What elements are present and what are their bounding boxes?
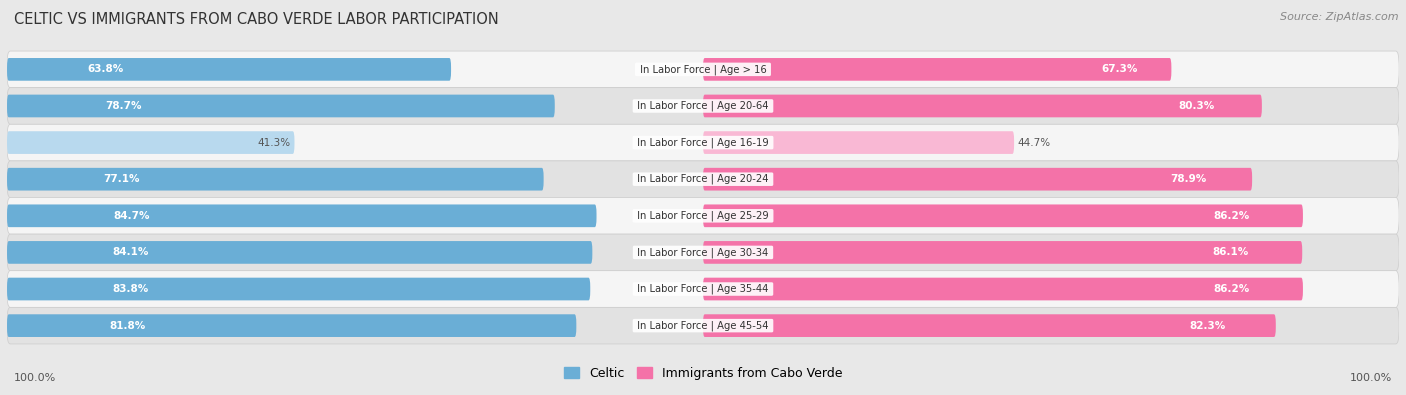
FancyBboxPatch shape [703, 131, 1014, 154]
Text: 100.0%: 100.0% [1350, 373, 1392, 383]
FancyBboxPatch shape [7, 271, 1399, 307]
Text: 44.7%: 44.7% [1018, 137, 1050, 148]
FancyBboxPatch shape [7, 205, 596, 227]
FancyBboxPatch shape [7, 88, 1399, 124]
Text: 78.7%: 78.7% [105, 101, 142, 111]
FancyBboxPatch shape [7, 124, 1399, 161]
Text: 77.1%: 77.1% [104, 174, 141, 184]
Text: In Labor Force | Age 25-29: In Labor Force | Age 25-29 [634, 211, 772, 221]
Text: In Labor Force | Age 20-24: In Labor Force | Age 20-24 [634, 174, 772, 184]
FancyBboxPatch shape [7, 241, 592, 264]
Text: 78.9%: 78.9% [1170, 174, 1206, 184]
Legend: Celtic, Immigrants from Cabo Verde: Celtic, Immigrants from Cabo Verde [558, 362, 848, 385]
Text: CELTIC VS IMMIGRANTS FROM CABO VERDE LABOR PARTICIPATION: CELTIC VS IMMIGRANTS FROM CABO VERDE LAB… [14, 12, 499, 27]
Text: 82.3%: 82.3% [1189, 321, 1226, 331]
FancyBboxPatch shape [703, 278, 1303, 300]
FancyBboxPatch shape [7, 234, 1399, 271]
FancyBboxPatch shape [7, 168, 544, 190]
Text: In Labor Force | Age 16-19: In Labor Force | Age 16-19 [634, 137, 772, 148]
FancyBboxPatch shape [703, 168, 1253, 190]
Text: 86.2%: 86.2% [1213, 284, 1249, 294]
FancyBboxPatch shape [7, 161, 1399, 198]
Text: 80.3%: 80.3% [1178, 101, 1215, 111]
Text: In Labor Force | Age 45-54: In Labor Force | Age 45-54 [634, 320, 772, 331]
FancyBboxPatch shape [7, 51, 1399, 88]
Text: In Labor Force | Age 20-64: In Labor Force | Age 20-64 [634, 101, 772, 111]
Text: 86.1%: 86.1% [1212, 247, 1249, 258]
Text: 84.1%: 84.1% [112, 247, 149, 258]
Text: Source: ZipAtlas.com: Source: ZipAtlas.com [1281, 12, 1399, 22]
FancyBboxPatch shape [703, 205, 1303, 227]
FancyBboxPatch shape [703, 241, 1302, 264]
FancyBboxPatch shape [7, 314, 576, 337]
Text: 84.7%: 84.7% [112, 211, 149, 221]
Text: In Labor Force | Age 30-34: In Labor Force | Age 30-34 [634, 247, 772, 258]
FancyBboxPatch shape [7, 131, 294, 154]
Text: 100.0%: 100.0% [14, 373, 56, 383]
FancyBboxPatch shape [7, 198, 1399, 234]
Text: In Labor Force | Age > 16: In Labor Force | Age > 16 [637, 64, 769, 75]
Text: 67.3%: 67.3% [1101, 64, 1137, 74]
FancyBboxPatch shape [703, 95, 1261, 117]
Text: In Labor Force | Age 35-44: In Labor Force | Age 35-44 [634, 284, 772, 294]
Text: 83.8%: 83.8% [112, 284, 148, 294]
FancyBboxPatch shape [7, 278, 591, 300]
Text: 81.8%: 81.8% [110, 321, 146, 331]
Text: 86.2%: 86.2% [1213, 211, 1249, 221]
FancyBboxPatch shape [703, 58, 1171, 81]
Text: 63.8%: 63.8% [87, 64, 124, 74]
FancyBboxPatch shape [7, 95, 555, 117]
Text: 41.3%: 41.3% [257, 137, 291, 148]
FancyBboxPatch shape [7, 307, 1399, 344]
FancyBboxPatch shape [7, 58, 451, 81]
FancyBboxPatch shape [703, 314, 1275, 337]
